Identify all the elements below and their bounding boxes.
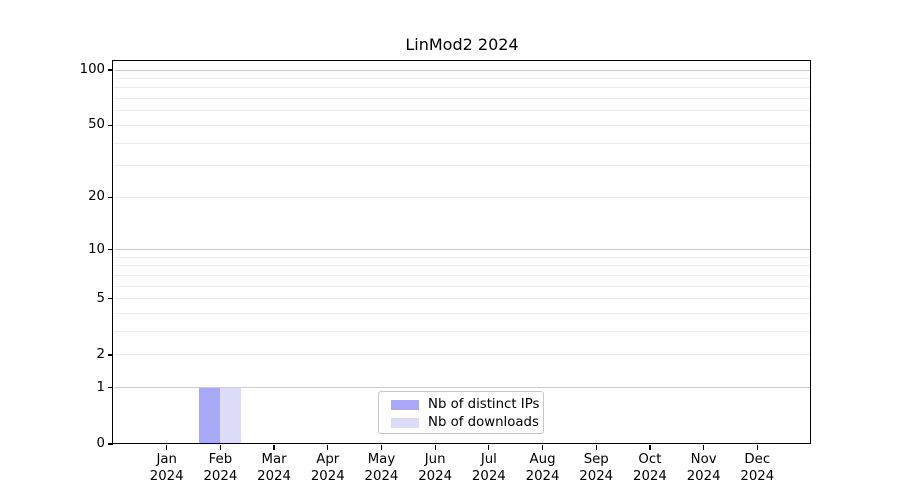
bar-nb-of-distinct-ips-feb-2024 xyxy=(199,387,221,444)
x-tick-label-sep-2024: Sep 2024 xyxy=(564,452,628,485)
x-tick-oct-2024 xyxy=(649,444,651,450)
x-tick-label-line: Sep xyxy=(583,452,609,467)
y-tick-label-5: 5 xyxy=(96,290,105,306)
x-tick-label-line: 2024 xyxy=(149,468,184,484)
x-tick-label-line: Jan xyxy=(156,452,177,467)
x-tick-label-line: 2024 xyxy=(203,468,238,484)
bar-nb-of-downloads-feb-2024 xyxy=(220,387,242,444)
x-tick-label-jun-2024: Jun 2024 xyxy=(403,452,467,485)
y-minor-gridline-4 xyxy=(113,313,810,315)
y-tick-0 xyxy=(107,443,113,445)
x-tick-label-feb-2024: Feb 2024 xyxy=(188,452,252,485)
y-major-gridline-10 xyxy=(113,249,810,251)
x-tick-label-oct-2024: Oct 2024 xyxy=(618,452,682,485)
legend-label-nb-of-distinct-ips: Nb of distinct IPs xyxy=(428,397,540,412)
y-minor-gridline-7 xyxy=(113,275,810,277)
y-tick-label-20: 20 xyxy=(88,189,105,205)
y-minor-gridline-5 xyxy=(113,298,810,300)
legend-item-nb-of-downloads: Nb of downloads xyxy=(391,414,543,432)
x-tick-label-line: 2024 xyxy=(418,468,453,484)
x-tick-nov-2024 xyxy=(702,444,705,450)
x-tick-feb-2024 xyxy=(219,444,222,450)
y-minor-gridline-90 xyxy=(113,78,810,80)
legend-label-nb-of-downloads: Nb of downloads xyxy=(428,415,539,430)
x-tick-label-line: Nov xyxy=(690,452,717,467)
x-tick-label-line: 2024 xyxy=(364,468,399,484)
y-tick-20 xyxy=(107,196,113,198)
x-tick-label-line: Mar xyxy=(261,452,287,467)
x-tick-label-line: Jul xyxy=(480,452,497,467)
x-tick-label-may-2024: May 2024 xyxy=(349,452,413,485)
x-tick-label-line: Apr xyxy=(316,452,340,467)
y-major-gridline-100 xyxy=(113,69,810,71)
x-tick-label-dec-2024: Dec 2024 xyxy=(725,452,789,485)
x-tick-sep-2024 xyxy=(595,444,597,450)
x-tick-label-mar-2024: Mar 2024 xyxy=(242,452,306,485)
x-tick-label-line: 2024 xyxy=(525,468,560,484)
legend-item-nb-of-distinct-ips: Nb of distinct IPs xyxy=(391,396,543,414)
x-tick-label-apr-2024: Apr 2024 xyxy=(296,452,360,485)
y-minor-gridline-6 xyxy=(113,285,810,287)
y-minor-gridline-40 xyxy=(113,142,810,144)
x-tick-label-line: Jun xyxy=(424,452,446,467)
x-tick-jan-2024 xyxy=(166,444,168,450)
y-minor-gridline-2 xyxy=(113,354,810,356)
y-tick-label-2: 2 xyxy=(96,346,105,362)
x-tick-label-jul-2024: Jul 2024 xyxy=(457,452,521,485)
y-minor-gridline-8 xyxy=(113,265,810,267)
x-tick-dec-2024 xyxy=(756,444,758,450)
x-tick-apr-2024 xyxy=(327,444,329,450)
y-major-gridline-1 xyxy=(113,387,810,389)
y-minor-gridline-80 xyxy=(113,87,810,89)
x-tick-label-line: Feb xyxy=(208,452,233,467)
x-tick-may-2024 xyxy=(380,444,383,450)
x-tick-jul-2024 xyxy=(488,444,490,450)
y-minor-gridline-30 xyxy=(113,165,810,167)
y-tick-label-10: 10 xyxy=(88,241,105,257)
x-tick-label-jan-2024: Jan 2024 xyxy=(135,452,199,485)
x-tick-label-line: 2024 xyxy=(633,468,667,484)
x-tick-jun-2024 xyxy=(434,444,436,450)
x-tick-label-line: 2024 xyxy=(740,468,775,484)
x-tick-label-line: 2024 xyxy=(257,468,291,484)
x-tick-label-line: 2024 xyxy=(471,468,506,484)
y-minor-gridline-70 xyxy=(113,98,810,100)
y-minor-gridline-50 xyxy=(113,124,810,126)
x-tick-label-aug-2024: Aug 2024 xyxy=(511,452,575,485)
y-tick-label-1: 1 xyxy=(96,379,105,395)
legend: Nb of distinct IPs Nb of downloads xyxy=(378,391,544,434)
x-tick-label-line: 2024 xyxy=(310,468,345,484)
legend-swatch-nb-of-downloads xyxy=(391,418,419,428)
x-tick-label-line: Aug xyxy=(529,452,556,467)
chart-title: LinMod2 2024 xyxy=(405,35,519,54)
y-minor-gridline-9 xyxy=(113,256,810,258)
y-tick-1 xyxy=(107,387,113,389)
x-tick-label-line: Dec xyxy=(744,452,771,467)
y-tick-label-0: 0 xyxy=(96,436,105,451)
x-tick-label-line: 2024 xyxy=(686,468,721,484)
y-tick-5 xyxy=(107,298,113,300)
y-minor-gridline-20 xyxy=(113,196,810,198)
x-tick-label-nov-2024: Nov 2024 xyxy=(672,452,736,485)
legend-swatch-nb-of-distinct-ips xyxy=(391,400,419,410)
y-minor-gridline-3 xyxy=(113,331,810,333)
x-tick-mar-2024 xyxy=(273,444,275,450)
y-tick-100 xyxy=(107,69,113,71)
y-tick-label-50: 50 xyxy=(88,117,105,133)
y-tick-10 xyxy=(107,249,113,251)
x-tick-label-line: Oct xyxy=(638,452,662,467)
y-tick-2 xyxy=(107,354,113,356)
x-tick-label-line: May xyxy=(367,452,396,467)
y-tick-label-100: 100 xyxy=(79,62,105,78)
x-tick-aug-2024 xyxy=(541,444,544,450)
y-tick-50 xyxy=(107,124,113,127)
y-minor-gridline-60 xyxy=(113,110,810,112)
x-tick-label-line: 2024 xyxy=(579,468,614,484)
